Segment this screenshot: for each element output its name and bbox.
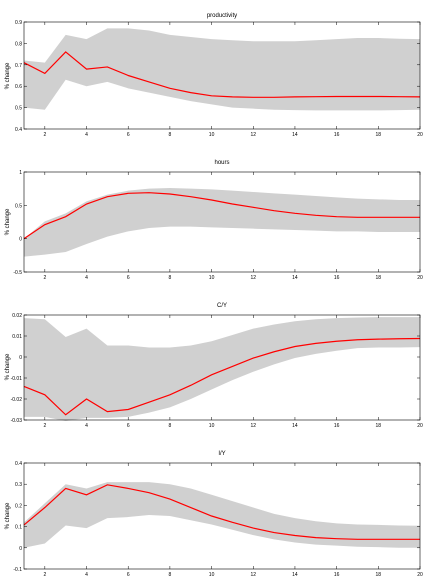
response-line [23,192,420,240]
x-tick-label: 10 [209,132,215,138]
x-tick-label: 10 [209,275,215,281]
y-axis-label: % change [5,502,11,529]
x-tick-label: 6 [127,572,130,578]
x-tick-label: 14 [292,132,298,138]
x-tick-label: 6 [127,132,130,138]
x-tick-label: 12 [250,132,256,138]
x-tick-label: 10 [209,572,215,578]
x-tick-label: 6 [127,423,130,429]
panel-4: 2 4 6 8 10 12 14 16 18 20 -0.1 0 0.1 0.2 0.3 0.4 I/Y % ch… [5,451,423,578]
y-tick-label: 0.8 [15,41,22,47]
x-tick-label: 6 [127,275,130,281]
y-tick-label: 0.6 [15,84,22,90]
x-tick-label: 12 [250,572,256,578]
confidence-band [24,317,420,422]
confidence-band [24,482,420,548]
y-tick-label: -0.03 [11,418,23,424]
panel-3: 2 4 6 8 10 12 14 16 18 20 -0.03 -0.02 -0.01 0 0.01 0.02… [5,303,423,429]
x-tick-label: 12 [250,275,256,281]
x-tick-label: 12 [250,423,256,429]
panel-title: C/Y [217,303,227,309]
y-tick-label: -0.02 [11,397,23,403]
y-tick-label: 0.2 [15,503,22,509]
y-tick-label: 0 [19,355,22,361]
y-tick-label: 0.9 [15,20,22,26]
x-tick-label: 4 [85,572,88,578]
x-tick-label: 2 [43,572,46,578]
x-tick-label: 20 [417,275,423,281]
y-tick-label: 0.3 [15,482,22,488]
y-tick-label: -0.5 [13,270,22,276]
axes-box [23,314,421,421]
x-tick-label: 8 [169,132,172,138]
x-tick-label: 20 [417,132,423,138]
response-line [23,337,421,416]
axes-box [23,462,421,570]
x-tick-label: 16 [334,423,340,429]
x-tick-label: 14 [292,572,298,578]
x-tick-label: 8 [169,423,172,429]
x-tick-label: 8 [169,572,172,578]
y-tick-label: 0.4 [15,461,22,467]
x-tick-label: 16 [334,572,340,578]
panel-title: productivity [207,13,237,19]
x-tick-label: 14 [292,275,298,281]
y-tick-label: 0.7 [15,63,22,69]
panel-title: hours [214,160,229,166]
y-tick-label: -0.1 [13,567,22,573]
confidence-band [24,188,420,257]
x-tick-label: 16 [334,132,340,138]
x-tick-label: 4 [85,423,88,429]
x-tick-label: 4 [85,275,88,281]
y-tick-label: 0 [19,237,22,243]
y-tick-label: 0.5 [15,203,22,209]
response-line [23,51,421,98]
x-tick-label: 18 [376,572,382,578]
x-tick-label: 18 [376,132,382,138]
x-tick-label: 18 [376,423,382,429]
y-tick-label: 0.4 [15,127,22,133]
y-tick-label: 0.5 [15,106,22,112]
x-tick-label: 8 [169,275,172,281]
x-tick-label: 2 [43,275,46,281]
x-tick-label: 16 [334,275,340,281]
y-tick-label: 0.02 [12,313,22,319]
axes-box [23,171,421,273]
y-tick-label: 0.1 [15,525,22,531]
x-tick-label: 2 [43,423,46,429]
y-axis-label: % change [5,62,11,89]
x-tick-label: 10 [209,423,215,429]
panel-1: 2 4 6 8 10 12 14 16 18 20 0.4 0.5 0.6 0.7 0.8 0.9 produc… [5,13,423,138]
y-axis-label: % change [5,208,11,235]
response-line [23,484,420,540]
y-tick-label: -0.01 [11,376,23,382]
confidence-band [24,28,420,111]
panel-2: 2 4 6 8 10 12 14 16 18 20 -0.5 0 0.5 1 hours % change [5,160,423,281]
axes-box [23,21,421,130]
x-tick-label: 2 [43,132,46,138]
y-tick-label: 0 [19,546,22,552]
x-tick-label: 20 [417,423,423,429]
panel-title: I/Y [218,451,225,457]
y-tick-label: 1 [19,170,22,176]
y-axis-label: % change [5,353,11,380]
x-tick-label: 20 [417,572,423,578]
x-tick-label: 14 [292,423,298,429]
x-tick-label: 18 [376,275,382,281]
x-tick-label: 4 [85,132,88,138]
y-tick-label: 0.01 [12,334,22,340]
